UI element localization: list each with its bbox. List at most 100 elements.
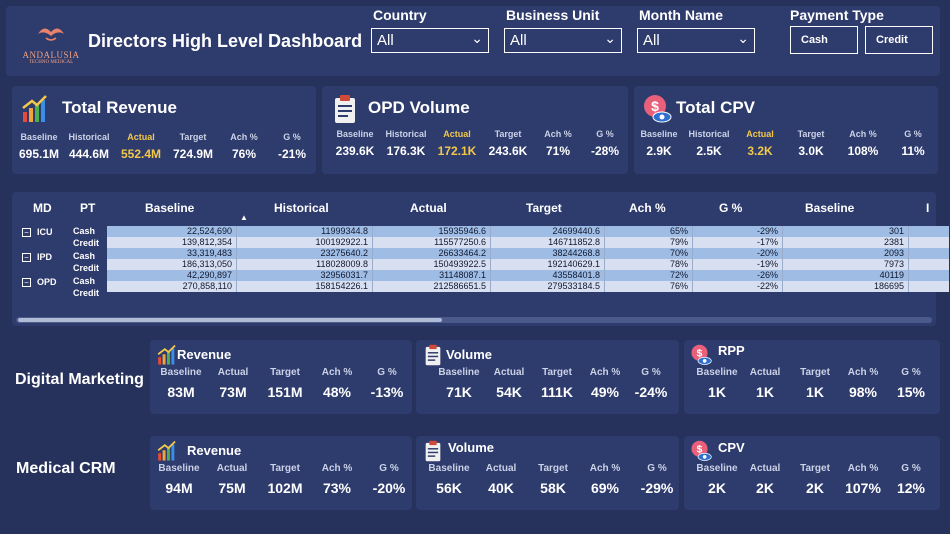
g-value: G % -24% (634, 367, 668, 400)
card-title: RPP (718, 343, 745, 358)
growth-chart-icon (156, 344, 178, 366)
ach-value: Ach % 48% (321, 367, 353, 400)
kpi-historical: Historical 2.5K (688, 129, 730, 158)
g-value: G % -13% (370, 367, 404, 400)
kpi-actual: Actual 552.4M (120, 132, 162, 161)
crm-volume-card: Volume Baseline 56K Actual 40K Target 58K A… (416, 436, 679, 510)
table-row[interactable]: 139,812,354 100192922.1 115577250.6 1467… (107, 237, 949, 248)
dollar-eye-icon: $ (690, 440, 712, 462)
actual-value: Actual 75M (216, 463, 248, 496)
logo-subtitle: TECHNO MEDICAL (28, 60, 74, 65)
cash-button[interactable]: Cash (790, 26, 858, 54)
credit-button[interactable]: Credit (865, 26, 933, 54)
baseline-value: Baseline 83M (160, 367, 202, 400)
card-title: Volume (448, 440, 494, 455)
section-label-digital-marketing: Digital Marketing (15, 371, 144, 388)
kpi-card-total-cpv: $ Total CPV Baseline 2.9K Historical 2.5K … (634, 86, 938, 174)
target-value: Target 111K (541, 367, 573, 400)
svg-text:$: $ (697, 444, 703, 455)
table-row[interactable]: 270,858,110 158154226.1 212586651.5 2795… (107, 281, 949, 292)
bird-logo-icon (38, 28, 64, 41)
business-unit-dropdown[interactable]: All ⌄ (504, 28, 622, 53)
kpi-ach: Ach % 108% (847, 129, 879, 158)
column-header-ach[interactable]: Ach % (629, 201, 666, 215)
g-value: G % 12% (896, 463, 926, 496)
month-name-label: Month Name (639, 7, 723, 23)
scrollbar-thumb[interactable] (18, 318, 442, 322)
svg-text:$: $ (697, 348, 703, 359)
column-header-baseline[interactable]: Baseline (145, 201, 195, 215)
clipboard-icon (330, 94, 360, 124)
kpi-target: Target 724.9M (172, 132, 214, 161)
dm-rpp-card: $ RPP Baseline 1K Actual 1K Target 1K Ach %… (684, 340, 940, 414)
column-header-md[interactable]: MD (33, 201, 52, 215)
country-dropdown[interactable]: All ⌄ (371, 28, 489, 53)
collapse-icu-icon[interactable]: − (22, 228, 31, 237)
target-value: Target 58K (538, 463, 568, 496)
collapse-ipd-icon[interactable]: − (22, 253, 31, 262)
kpi-title: OPD Volume (368, 98, 470, 117)
sort-ascending-icon[interactable]: ▲ (240, 213, 248, 222)
kpi-card-opd-volume: OPD Volume Baseline 239.6K Historical 176.… (322, 86, 628, 174)
actual-value: Actual 73M (217, 367, 249, 400)
clipboard-icon (422, 344, 444, 366)
baseline-value: Baseline 2K (696, 463, 738, 496)
column-header-historical[interactable]: Historical (274, 201, 329, 215)
table-row[interactable]: 186,313,050 118028009.8 150493922.5 1921… (107, 259, 949, 270)
table-row[interactable]: 42,290,897 32956031.7 31148087.1 4355840… (107, 270, 949, 281)
baseline-value: Baseline 56K (428, 463, 470, 496)
row-pt-label: Credit (73, 263, 100, 273)
kpi-g: G % 11% (901, 129, 925, 158)
month-name-value: All (643, 32, 660, 49)
row-pt-label: Cash (73, 226, 96, 236)
baseline-value: Baseline 94M (158, 463, 200, 496)
actual-value: Actual 40K (485, 463, 517, 496)
ach-value: Ach % 73% (321, 463, 353, 496)
column-header-g[interactable]: G % (719, 201, 743, 215)
dm-volume-card: Volume Baseline 71K Actual 54K Target 111K … (416, 340, 679, 414)
column-header-actual[interactable]: Actual (410, 201, 447, 215)
page-title: Directors High Level Dashboard (88, 31, 363, 51)
row-group-icu: ICU (37, 227, 53, 237)
column-header-baseline-2[interactable]: Baseline (805, 201, 855, 215)
matrix-table: MD PT Baseline ▲ Historical Actual Targe… (12, 192, 949, 326)
growth-chart-icon (20, 94, 50, 124)
column-header-pt[interactable]: PT (80, 201, 96, 215)
target-value: Target 2K (800, 463, 830, 496)
kpi-g: G % -21% (277, 132, 306, 161)
g-value: G % -29% (640, 463, 674, 496)
country-label: Country (373, 7, 427, 23)
kpi-g: G % -28% (590, 129, 619, 158)
matrix-grid: 22,524,690 11999344.8 15935946.6 2469944… (107, 226, 949, 293)
svg-text:$: $ (651, 98, 659, 114)
kpi-actual: Actual 3.2K (746, 129, 774, 158)
table-row[interactable]: 22,524,690 11999344.8 15935946.6 2469944… (107, 226, 949, 237)
payment-type-label: Payment Type (790, 7, 884, 23)
row-pt-label: Cash (73, 251, 96, 261)
chevron-down-icon: ⌄ (604, 30, 616, 46)
ach-value: Ach % 98% (847, 367, 879, 400)
header-bar: ANDALUSIA TECHNO MEDICAL Directors High … (6, 6, 940, 76)
section-label-medical-crm: Medical CRM (16, 460, 116, 477)
column-header-target[interactable]: Target (526, 201, 562, 215)
kpi-baseline: Baseline 2.9K (640, 129, 678, 158)
column-header-clipped[interactable]: I (926, 201, 930, 215)
kpi-card-total-revenue: Total Revenue Baseline 695.1M Historical 4… (12, 86, 316, 174)
row-pt-label: Cash (73, 276, 96, 286)
table-row[interactable]: 33,319,483 23275640.2 26633464.2 3824426… (107, 248, 949, 259)
logo-name: ANDALUSIA (22, 50, 80, 60)
horizontal-scrollbar[interactable] (16, 317, 932, 323)
collapse-opd-icon[interactable]: − (22, 278, 31, 287)
kpi-baseline: Baseline 239.6K (335, 129, 375, 158)
actual-value: Actual 1K (749, 367, 781, 400)
kpi-target: Target 3.0K (797, 129, 825, 158)
chevron-down-icon: ⌄ (471, 30, 483, 46)
dm-revenue-card: Revenue Baseline 83M Actual 73M Target 151M… (150, 340, 412, 414)
kpi-historical: Historical 176.3K (385, 129, 427, 158)
kpi-title: Total Revenue (62, 98, 177, 117)
card-title: Revenue (187, 443, 242, 458)
row-pt-label: Credit (73, 288, 100, 298)
target-value: Target 102M (267, 463, 303, 496)
kpi-ach: Ach % 71% (544, 129, 572, 158)
month-name-dropdown[interactable]: All ⌄ (637, 28, 755, 53)
